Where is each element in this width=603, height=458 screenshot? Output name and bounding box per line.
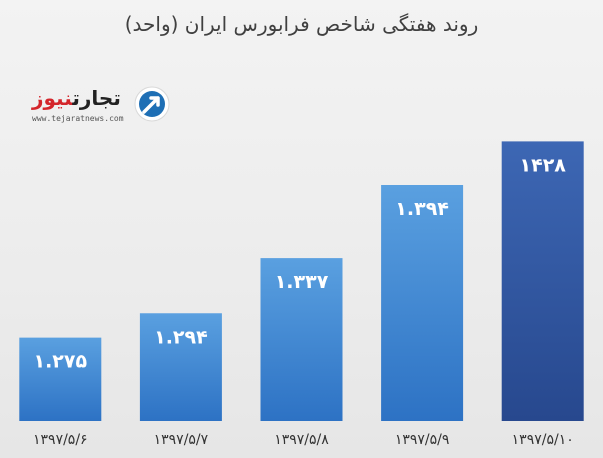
logo-arrow-icon bbox=[134, 86, 170, 122]
x-tick-label-4: ۱۳۹۷/۵/۹ bbox=[395, 432, 450, 448]
bar-value-label-5: ۱۴۲۸ bbox=[520, 154, 567, 176]
bar-2 bbox=[139, 313, 222, 421]
x-tick-label-3: ۱۳۹۷/۵/۸ bbox=[274, 432, 329, 448]
bar-value-label-4: ۱.۳۹۴ bbox=[395, 198, 449, 220]
bar-1 bbox=[19, 337, 102, 421]
logo-brand: تجارتنیوز bbox=[32, 86, 121, 110]
chart-title: روند هفتگی شاخص فرابورس ایران (واحد) bbox=[124, 12, 479, 36]
bars-group bbox=[19, 141, 584, 422]
logo-url: www.tejaratnews.com bbox=[32, 114, 124, 123]
value-labels-group: ۱.۲۷۵ ۱.۲۹۴ ۱.۳۳۷ ۱.۳۹۴ ۱۴۲۸ bbox=[33, 154, 566, 372]
tejarat-news-logo: تجارتنیوز www.tejaratnews.com bbox=[26, 84, 174, 130]
bar-value-label-3: ۱.۳۳۷ bbox=[275, 271, 329, 293]
bar-value-label-2: ۱.۲۹۴ bbox=[154, 326, 208, 348]
logo-brand-red: نیوز bbox=[32, 86, 73, 110]
x-tick-label-1: ۱۳۹۷/۵/۶ bbox=[33, 432, 88, 448]
bar-4 bbox=[381, 185, 464, 421]
x-tick-label-2: ۱۳۹۷/۵/۷ bbox=[154, 432, 209, 448]
bar-3 bbox=[260, 258, 343, 421]
bar-5 bbox=[501, 141, 584, 422]
logo-brand-black: تجارت bbox=[72, 86, 121, 110]
bar-value-label-1: ۱.۲۷۵ bbox=[33, 351, 87, 373]
x-tick-labels-group: ۱۳۹۷/۵/۶ ۱۳۹۷/۵/۷ ۱۳۹۷/۵/۸ ۱۳۹۷/۵/۹ ۱۳۹۷/۵/۱… bbox=[33, 432, 574, 448]
x-tick-label-5: ۱۳۹۷/۵/۱۰ bbox=[512, 432, 574, 448]
